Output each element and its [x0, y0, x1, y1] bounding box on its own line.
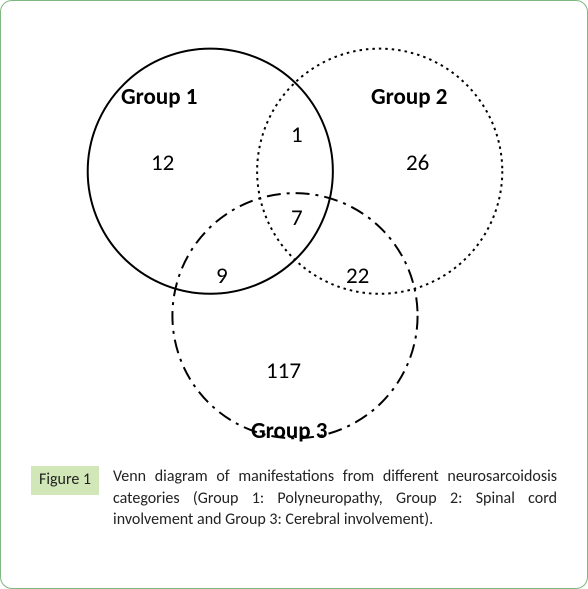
figure-number-badge: Figure 1 — [31, 466, 99, 495]
value-1and3: 9 — [216, 262, 228, 290]
figure-container: Group 1 Group 2 Group 3 12 26 117 1 9 22… — [0, 0, 588, 589]
label-group1: Group 1 — [121, 83, 197, 111]
figure-caption-text: Venn diagram of manifestations from diff… — [113, 466, 557, 531]
value-1and2: 1 — [291, 121, 303, 149]
venn-diagram: Group 1 Group 2 Group 3 12 26 117 1 9 22… — [1, 1, 587, 466]
value-only1: 12 — [151, 149, 174, 177]
label-group3: Group 3 — [251, 417, 327, 445]
label-group2: Group 2 — [371, 83, 447, 111]
value-only3: 117 — [266, 357, 301, 385]
value-1and2and3: 7 — [291, 204, 303, 232]
value-only2: 26 — [406, 149, 429, 177]
venn-svg — [1, 1, 587, 466]
figure-caption: Figure 1 Venn diagram of manifestations … — [1, 466, 587, 551]
value-2and3: 22 — [346, 262, 369, 290]
